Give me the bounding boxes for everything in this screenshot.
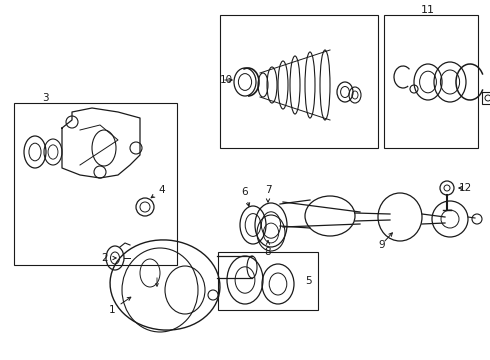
- Text: 9: 9: [379, 240, 385, 250]
- Text: 12: 12: [458, 183, 472, 193]
- Text: 1: 1: [109, 305, 115, 315]
- Text: 3: 3: [42, 93, 49, 103]
- Text: 11: 11: [421, 5, 435, 15]
- Text: 6: 6: [242, 187, 248, 197]
- Bar: [218, 252, 318, 310]
- Bar: [482, 92, 490, 104]
- Text: 5: 5: [305, 276, 311, 286]
- Bar: [384, 15, 478, 148]
- Text: 7: 7: [265, 185, 271, 195]
- Text: 4: 4: [159, 185, 165, 195]
- Bar: [14, 103, 177, 265]
- Text: 8: 8: [265, 247, 271, 257]
- Text: 2: 2: [102, 253, 108, 263]
- Text: 10: 10: [220, 75, 233, 85]
- Bar: [220, 15, 378, 148]
